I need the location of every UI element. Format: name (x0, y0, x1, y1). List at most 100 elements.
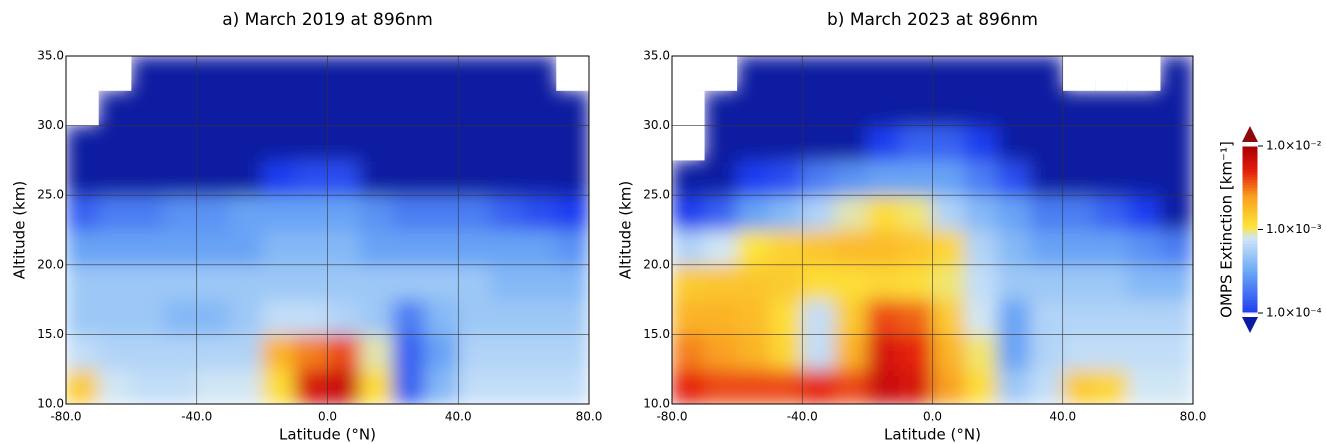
heatmap-cell (932, 299, 966, 335)
heatmap-cell (1159, 229, 1193, 266)
colorbar-segment (1242, 179, 1258, 183)
heatmap-cell (98, 264, 132, 301)
y-tick-label: 10.0 (37, 397, 64, 411)
heatmap-cell (964, 194, 999, 231)
heatmap-cell (932, 90, 966, 127)
heatmap-cell (801, 56, 836, 92)
heatmap-cell (704, 264, 738, 301)
heatmap-cell (130, 333, 165, 370)
heatmap-cell (1094, 368, 1129, 404)
colorbar-segment (1242, 148, 1258, 153)
heatmap-cell (425, 333, 459, 370)
colorbar-segment (1242, 274, 1258, 278)
colorbar-segment (1242, 165, 1258, 169)
heatmap-cell (899, 333, 933, 370)
heatmap-cell (327, 264, 361, 301)
heatmap-cell (736, 299, 771, 335)
colorbar-segment (1242, 212, 1258, 217)
heatmap-cell (1159, 90, 1193, 127)
no-data-cell (1127, 56, 1161, 91)
heatmap-cell (196, 125, 230, 161)
heatmap-cell (769, 368, 803, 404)
heatmap-cell (196, 229, 230, 266)
heatmap-cell (359, 159, 394, 196)
heatmap-cell (1159, 56, 1193, 92)
heatmap-cell (932, 56, 966, 92)
y-tick-label: 30.0 (37, 118, 64, 132)
heatmap-cell (425, 159, 459, 196)
heatmap-cell (392, 333, 427, 370)
heatmap-cell (327, 56, 361, 92)
heatmap-cell (899, 194, 933, 231)
x-tick-label: 80.0 (1180, 410, 1207, 424)
heatmap-cell (196, 159, 230, 196)
heatmap-cell (672, 229, 706, 266)
heatmap-cell (866, 90, 901, 127)
plot-area (66, 56, 589, 404)
colorbar-segment (1242, 279, 1258, 283)
heatmap-cell (555, 194, 589, 231)
heatmap-cell (261, 159, 296, 196)
heatmap-cell (98, 299, 132, 335)
colorbar-segment (1242, 207, 1258, 211)
heatmap-cell (834, 368, 868, 404)
heatmap-cell (704, 159, 738, 196)
colorbar-segment (1242, 162, 1258, 167)
heatmap-cell (228, 159, 263, 196)
colorbar-segment (1242, 184, 1258, 189)
heatmap-cell (261, 299, 296, 335)
heatmap-cell (1062, 194, 1096, 231)
heatmap-cell (769, 229, 803, 266)
colorbar-segment (1242, 210, 1258, 214)
colorbar-segment (1242, 201, 1258, 206)
heatmap-cell (457, 90, 492, 127)
no-data-cell (66, 56, 99, 91)
heatmap-cell (490, 333, 525, 370)
x-axis-label: Latitude (°N) (279, 426, 376, 444)
heatmap-cell (1029, 368, 1064, 404)
heatmap-cell (997, 299, 1031, 335)
heatmap-cell (98, 90, 132, 127)
heatmap-cell (163, 194, 198, 231)
heatmap-cell (769, 264, 803, 301)
heatmap-cell (294, 333, 328, 370)
heatmap-cell (704, 368, 738, 404)
colorbar-segment (1242, 196, 1258, 200)
colorbar-segment (1242, 293, 1258, 297)
heatmap-cell (555, 159, 589, 196)
heatmap-cell (196, 299, 230, 335)
heatmap-cell (834, 125, 868, 161)
heatmap-cell (736, 194, 771, 231)
x-tick-label: 40.0 (445, 410, 472, 424)
y-tick-label: 15.0 (37, 327, 64, 341)
heatmap-cell (1094, 229, 1129, 266)
colorbar-segment (1242, 260, 1258, 264)
heatmap-cell (1029, 299, 1064, 335)
heatmap-cell (834, 229, 868, 266)
heatmap-cell (932, 229, 966, 266)
heatmap-cell (1094, 333, 1129, 370)
x-tick-label: -40.0 (181, 410, 212, 424)
heatmap-cell (359, 368, 394, 404)
heatmap-cell (1127, 90, 1161, 127)
heatmap-cell (997, 125, 1031, 161)
heatmap-cell (801, 368, 836, 404)
heatmap-cell (704, 299, 738, 335)
colorbar-segment (1242, 204, 1258, 208)
colorbar-segment (1242, 299, 1258, 303)
heatmap-cell (523, 229, 557, 266)
heatmap-cell (261, 90, 296, 127)
heatmap-cell (196, 264, 230, 301)
colorbar-segment (1242, 240, 1258, 245)
heatmap-cell (736, 90, 771, 127)
y-tick-label: 35.0 (37, 49, 64, 63)
colorbar-segment (1242, 246, 1258, 250)
heatmap-cell (1062, 125, 1096, 161)
heatmap-cell (490, 56, 525, 92)
heatmap-cell (294, 125, 328, 161)
heatmap-cell (997, 333, 1031, 370)
heatmap-cell (1127, 229, 1161, 266)
heatmap-cell (425, 229, 459, 266)
heatmap-cell (997, 56, 1031, 92)
colorbar-segment (1242, 237, 1258, 242)
